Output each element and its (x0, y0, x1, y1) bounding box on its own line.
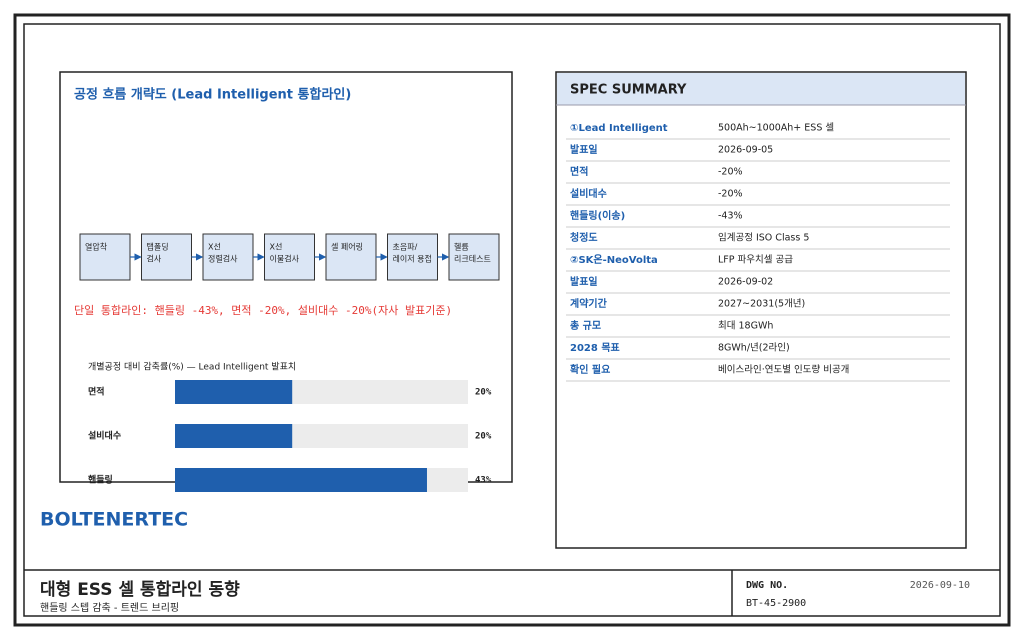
step-label: X선 (270, 243, 283, 252)
spec-key: 발표일 (570, 275, 598, 288)
spec-key: 총 규모 (570, 319, 601, 332)
diagram-note: 단일 통합라인: 핸들링 -43%, 면적 -20%, 설비대수 -20%(자사… (74, 303, 452, 317)
value-label: 20% (475, 388, 492, 398)
spec-key: 설비대수 (570, 187, 607, 200)
spec-value: -20% (718, 189, 743, 200)
process-step (448, 233, 500, 281)
value-label: 43% (475, 476, 492, 486)
spec-header (557, 73, 965, 105)
outer-frame (13, 13, 1011, 627)
spec-value: 최대 18GWh (718, 321, 773, 332)
chart-title: 개별공정 대비 감축률(%) — Lead Intelligent 발표치 (88, 361, 296, 373)
process-step (387, 233, 438, 281)
step-label: X선 (208, 243, 221, 252)
spec-panel (555, 71, 967, 549)
step-label: 셀 페어링 (331, 242, 363, 252)
footer-date: 2026-09-10 (910, 580, 970, 591)
spec-value: 8GWh/년(2라인) (718, 343, 790, 354)
dwg-number: BT-45-2900 (746, 598, 806, 609)
footer-title: 대형 ESS 셀 통합라인 동향 (40, 579, 240, 600)
dwg-label: DWG NO. (746, 580, 788, 591)
process-step (325, 233, 377, 281)
spec-value: 500Ah~1000Ah+ ESS 셀 (718, 123, 834, 134)
step-label: 탭폴딩 (147, 242, 169, 252)
step-label: 검사 (147, 254, 162, 264)
inner-frame (23, 23, 1001, 617)
category-label: 면적 (88, 386, 105, 398)
spec-value: 2026-09-02 (718, 277, 773, 288)
step-label: 이물검사 (270, 254, 300, 264)
spec-value: 베이스라인·연도별 인도량 비공개 (718, 364, 849, 376)
spec-value: -20% (718, 167, 743, 178)
spec-title: SPEC SUMMARY (570, 83, 687, 98)
spec-key: 청정도 (570, 231, 598, 244)
spec-value: -43% (718, 211, 743, 222)
spec-key: 핸들링(이송) (570, 209, 625, 222)
diagram-title: 공정 흐름 개략도 (Lead Intelligent 통합라인) (74, 87, 351, 103)
bar (175, 380, 293, 404)
spec-key: 2028 목표 (570, 342, 620, 354)
process-step (79, 233, 131, 281)
brand: BOLTENERTEC (40, 509, 188, 531)
footer-subtitle: 핸들링 스텝 감축 - 트렌드 브리핑 (40, 602, 179, 614)
spec-value: LFP 파우치셀 공급 (718, 254, 793, 266)
bar (175, 468, 427, 492)
category-label: 설비대수 (88, 430, 121, 442)
spec-key: 발표일 (570, 143, 598, 156)
spec-key: ①Lead Intelligent (570, 123, 668, 134)
step-label: 레이저 용접 (393, 254, 432, 264)
value-label: 20% (475, 432, 492, 442)
step-label: 열압착 (85, 243, 108, 252)
step-label: 초음파/ (393, 243, 418, 252)
spec-key: 면적 (570, 165, 588, 178)
category-label: 핸들링 (88, 474, 113, 486)
bar (175, 424, 293, 448)
spec-key: ②SK온-NeoVolta (570, 254, 658, 266)
step-label: 정렬검사 (208, 254, 238, 264)
step-label: 리크테스트 (454, 255, 491, 264)
spec-key: 확인 필요 (570, 363, 610, 376)
spec-value: 임계공정 ISO Class 5 (718, 232, 809, 244)
process-step (264, 233, 315, 281)
spec-value: 2026-09-05 (718, 145, 773, 156)
spec-value: 2027~2031(5개년) (718, 299, 805, 310)
step-label: 헬륨 (454, 242, 469, 252)
spec-key: 계약기간 (570, 297, 608, 310)
